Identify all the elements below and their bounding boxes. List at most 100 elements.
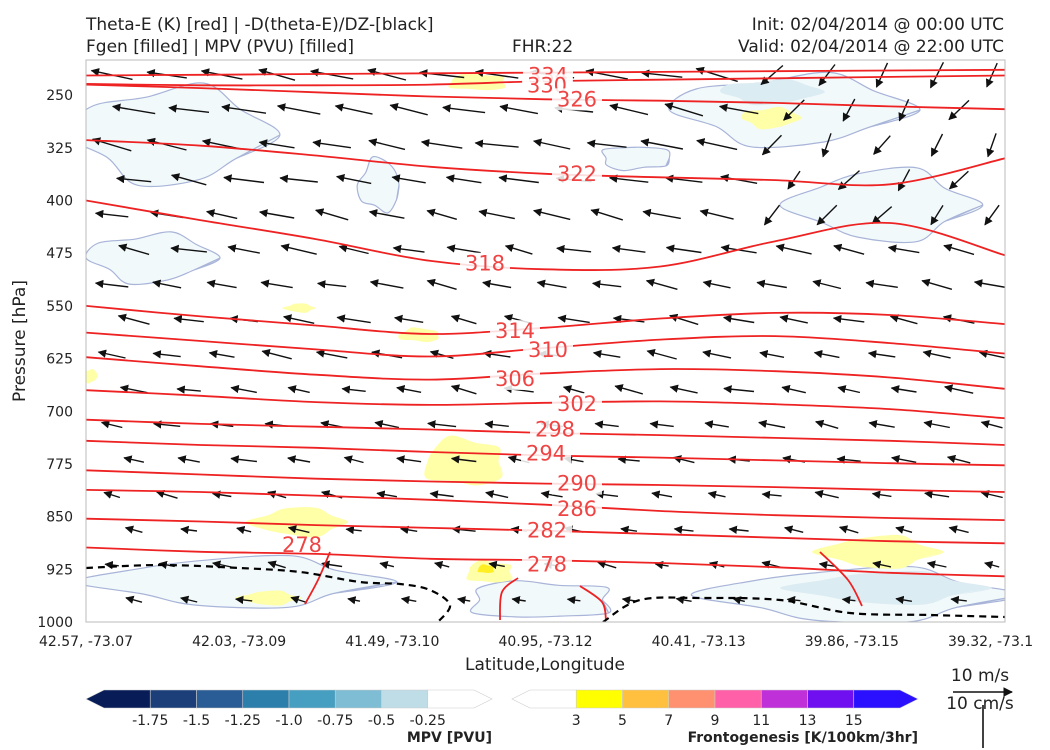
wind-vector-arrow: [287, 455, 311, 464]
fgen-colorbar-swatch: [511, 689, 577, 709]
wind-vector-arrow: [867, 350, 896, 359]
wind-vector-arrow: [898, 99, 910, 122]
wind-vector-arrow: [236, 525, 252, 535]
wind-vector-arrow: [276, 103, 321, 115]
wind-vector-arrow: [640, 138, 684, 150]
contour-label-bg: [552, 472, 602, 495]
x-tick-label: 42.57, -73.07: [39, 634, 133, 650]
wind-vector-arrow: [871, 206, 893, 224]
fgen-region-fill: [245, 507, 348, 538]
wind-vector-arrow: [617, 455, 640, 464]
fgen-colorbar-swatch: [807, 689, 855, 709]
wind-vector-arrow: [664, 102, 704, 117]
mpv-region-fill: [86, 82, 281, 188]
chart-title-line1: Theta-E (K) [red] | -D(theta-E)/DZ-[blac…: [86, 15, 434, 35]
y-tick-label: 775: [46, 457, 73, 473]
wind-vector-arrow: [609, 103, 649, 116]
mpv-region-fill: [86, 554, 398, 609]
wind-vector-arrow: [389, 103, 428, 116]
wind-vector-arrow: [168, 104, 210, 113]
wind-vector-arrow: [873, 135, 891, 155]
wind-vector-arrow: [234, 595, 253, 605]
theta-e-contour-318: [86, 199, 1005, 271]
wind-vector-arrow: [930, 205, 944, 226]
fgen-colorbar-swatch: [622, 689, 670, 709]
wind-vector-arrow: [922, 349, 951, 359]
fgen-colorbar-tick: 3: [572, 713, 581, 729]
wind-vector-arrow: [890, 385, 917, 394]
wind-vector-arrow: [118, 243, 150, 256]
wind-vector-arrow: [620, 525, 638, 535]
wind-vector-arrow: [718, 103, 759, 115]
wind-vector-arrow: [336, 314, 371, 324]
contour-label-bg: [530, 418, 580, 441]
wind-vector-arrow: [426, 208, 457, 220]
wind-vector-arrow: [865, 279, 898, 288]
contour-label-298: 298: [535, 418, 575, 442]
fgen-region-fill: [86, 368, 98, 384]
mpv-colorbar-swatch: [427, 689, 493, 709]
wind-vector-arrow: [702, 349, 732, 359]
wind-vector-arrow: [341, 385, 366, 394]
wind-vector-arrow: [929, 61, 945, 89]
mpv-colorbar-tick: -0.75: [317, 713, 353, 729]
chart-title-line2: Fgen [filled] | MPV (PVU) [filled]: [86, 37, 355, 57]
wind-vector-arrow: [456, 596, 471, 605]
dthetae-dz-contours: [86, 563, 1005, 622]
wind-vector-arrow: [889, 314, 918, 325]
wind-vector-arrow: [621, 596, 636, 605]
wind-vector-arrow: [315, 349, 348, 359]
wind-vector-arrow: [474, 139, 519, 148]
wind-vector-arrow: [170, 173, 207, 186]
wind-vector-arrow: [586, 139, 627, 148]
wind-vector-arrow: [872, 560, 892, 569]
wind-vector-arrow: [152, 279, 182, 289]
wind-vector-arrow: [391, 174, 426, 184]
wind-vector-arrow: [450, 455, 477, 464]
plot-frame: [85, 59, 1006, 623]
wind-vector-arrow: [536, 279, 567, 289]
y-tick-label: 550: [46, 299, 73, 315]
wind-vector-arrow: [592, 349, 621, 359]
init-time: Init: 02/04/2014 @ 00:00 UTC: [751, 15, 1004, 35]
wind-vector-arrow: [369, 279, 404, 289]
y-axis-ticks: 250 325 400 475 550 625 700 775 850 925 1000: [37, 88, 73, 631]
wind-vector-arrow: [699, 208, 734, 220]
wind-vector-arrow: [280, 243, 317, 255]
mpv-region-fill: [86, 231, 221, 286]
wind-vector-arrow: [103, 490, 121, 499]
fgen-colorbar: 3 5 7 9 11 13 15: [511, 689, 919, 729]
wind-vector-arrow: [787, 170, 801, 190]
wind-vector-arrow: [948, 170, 969, 190]
wind-vector-arrow: [392, 244, 425, 254]
wind-vector-arrow: [923, 419, 950, 429]
fgen-colorbar-swatch: [853, 689, 919, 709]
contour-label-278: 278: [527, 552, 567, 576]
wind-vector-arrow: [642, 208, 681, 220]
wind-vector-arrow: [783, 525, 804, 534]
wind-vector-arrow: [230, 384, 257, 394]
contour-label-bg: [460, 252, 510, 275]
ref-vector-top-label: 10 m/s: [951, 666, 1009, 686]
wind-vector-arrow: [983, 560, 1000, 570]
wind-vector-arrow: [279, 174, 318, 183]
wind-vector-arrow: [124, 525, 143, 534]
wind-vector-arrow: [282, 314, 315, 324]
wind-vector-arrow: [664, 174, 703, 183]
wind-vector-arrow: [665, 244, 702, 254]
mpv-colorbar-swatch: [288, 689, 336, 709]
wind-vector-arrow: [611, 244, 646, 253]
wind-vector-arrow: [111, 103, 156, 115]
fgen-region-fill: [282, 303, 316, 313]
wind-vector-arrow: [673, 525, 694, 534]
wind-vector-arrow: [267, 560, 286, 569]
wind-vector-arrow: [343, 455, 364, 464]
wind-vector-arrow: [702, 279, 731, 289]
contour-labels: 3343303263223183143103063022982942902862…: [282, 63, 602, 576]
y-tick-label: 325: [46, 141, 73, 157]
wind-vector-arrow: [557, 314, 590, 324]
wind-vector-arrow: [221, 103, 267, 114]
contour-label-318: 318: [465, 252, 505, 276]
fgen-colorbar-tick: 9: [711, 713, 720, 729]
wind-vector-arrow: [591, 280, 622, 289]
